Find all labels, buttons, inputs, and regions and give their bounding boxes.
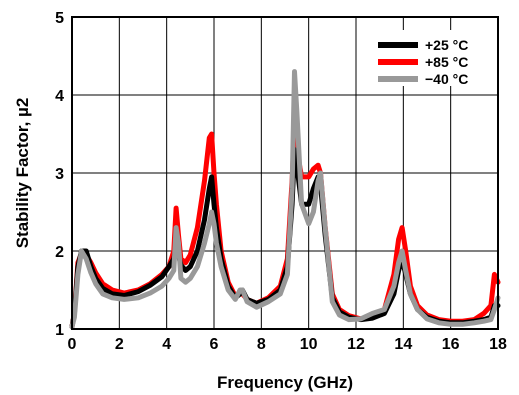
x-tick-label-6: 6 (210, 336, 219, 353)
y-tick-labels: 1 2 3 4 5 (55, 10, 64, 339)
y-tick-label-5: 5 (55, 10, 64, 27)
x-tick-label-12: 12 (347, 336, 365, 353)
x-tick-label-4: 4 (162, 336, 171, 353)
legend-label-2: −40 °C (425, 71, 468, 87)
legend: +25 °C+85 °C−40 °C (368, 30, 488, 87)
x-tick-label-10: 10 (300, 336, 318, 353)
x-tick-label-8: 8 (257, 336, 266, 353)
x-tick-label-18: 18 (489, 336, 507, 353)
y-tick-label-2: 2 (55, 244, 64, 261)
x-tick-labels: 0 2 4 6 8 10 12 14 16 18 (68, 336, 507, 353)
x-tick-label-14: 14 (394, 336, 412, 353)
legend-label-0: +25 °C (425, 37, 468, 53)
legend-label-1: +85 °C (425, 54, 468, 70)
y-tick-label-3: 3 (55, 166, 64, 183)
x-axis-title: Frequency (GHz) (217, 373, 353, 392)
x-tick-label-0: 0 (68, 336, 77, 353)
x-tick-label-2: 2 (115, 336, 124, 353)
plot-frame (71, 16, 499, 330)
series-line-2 (69, 69, 501, 330)
series-layer (69, 69, 501, 330)
y-tick-label-1: 1 (55, 322, 64, 339)
y-tick-label-4: 4 (55, 88, 64, 105)
y-axis-title: Stability Factor, µ2 (13, 98, 32, 249)
x-tick-label-16: 16 (442, 336, 460, 353)
